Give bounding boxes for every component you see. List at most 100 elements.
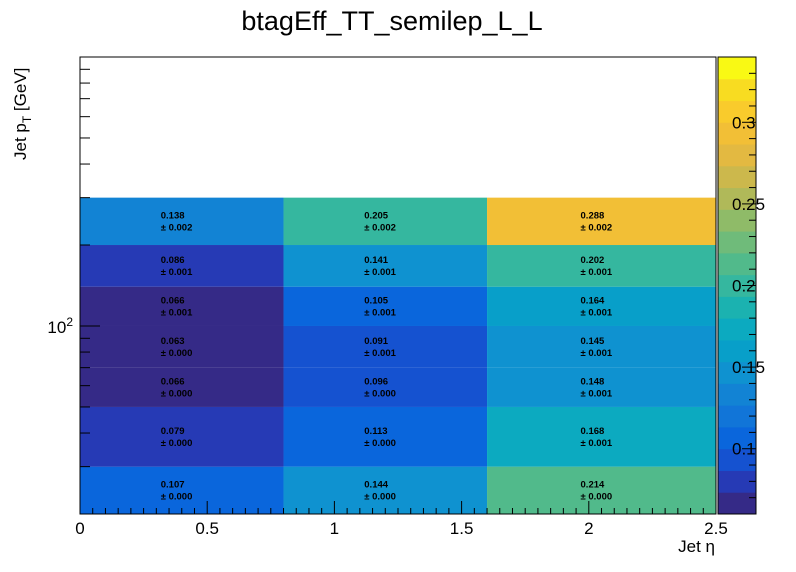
z-tick-label: 0.25 xyxy=(732,195,765,214)
color-scale-band xyxy=(718,339,756,363)
y-axis: 102 xyxy=(47,56,100,515)
color-scale-band xyxy=(718,78,756,102)
cell-error-label: ± 0.000 xyxy=(161,438,193,449)
color-scale-band xyxy=(718,165,756,189)
cell-error-label: ± 0.001 xyxy=(581,438,613,449)
color-scale-band xyxy=(718,274,756,297)
z-tick-label: 0.3 xyxy=(732,113,756,132)
x-axis: 0 0.5 1 1.5 2 2.5 xyxy=(75,501,728,538)
cell-value-label: 0.168 xyxy=(581,426,605,437)
heatmap-cell xyxy=(487,245,716,287)
cell-error-label: ± 0.001 xyxy=(364,348,396,359)
color-scale-band xyxy=(718,209,756,232)
z-tick-label: 0.15 xyxy=(732,358,765,377)
color-scale-bar xyxy=(718,57,756,515)
color-scale-band xyxy=(718,383,756,406)
heatmap-cell xyxy=(283,325,488,368)
cell-error-label: ± 0.001 xyxy=(364,267,396,278)
cell-error-label: ± 0.002 xyxy=(581,222,613,233)
cell-value-label: 0.145 xyxy=(581,336,605,347)
color-scale-band xyxy=(718,144,756,167)
heatmap-cells xyxy=(80,197,716,514)
cell-error-label: ± 0.001 xyxy=(581,388,613,399)
heatmap-cell xyxy=(487,466,716,514)
x-tick-label: 2 xyxy=(584,519,593,538)
cell-value-label: 0.107 xyxy=(161,479,185,490)
x-tick-label: 0 xyxy=(75,519,84,538)
cell-error-label: ± 0.000 xyxy=(161,491,193,502)
cell-value-label: 0.096 xyxy=(364,376,388,387)
cell-value-label: 0.091 xyxy=(364,336,388,347)
heatmap-cell xyxy=(80,325,284,368)
heatmap-cell xyxy=(80,466,284,514)
color-scale-band xyxy=(718,405,756,428)
heatmap-cell xyxy=(283,197,488,246)
cell-value-label: 0.066 xyxy=(161,295,185,306)
x-tick-label: 1 xyxy=(330,519,339,538)
heatmap-cell xyxy=(80,367,284,407)
heatmap-cell xyxy=(80,245,284,287)
cell-value-label: 0.214 xyxy=(581,479,605,490)
cell-value-label: 0.148 xyxy=(581,376,605,387)
cell-error-label: ± 0.001 xyxy=(581,307,613,318)
cell-value-label: 0.138 xyxy=(161,210,185,221)
heatmap-cell xyxy=(80,197,284,246)
color-scale-band xyxy=(718,57,756,80)
cell-value-label: 0.202 xyxy=(581,255,605,266)
x-tick-label: 1.5 xyxy=(450,519,474,538)
color-scale-band xyxy=(718,122,756,145)
z-tick-label: 0.2 xyxy=(732,277,756,296)
cell-error-label: ± 0.001 xyxy=(161,267,193,278)
cell-error-label: ± 0.002 xyxy=(364,222,396,233)
cell-value-label: 0.144 xyxy=(364,479,388,490)
color-scale-band xyxy=(718,492,756,515)
heatmap-cell xyxy=(283,286,488,326)
color-scale-axis: 0.1 0.15 0.2 0.25 0.3 xyxy=(732,56,765,499)
cell-error-label: ± 0.000 xyxy=(581,491,613,502)
cell-error-label: ± 0.001 xyxy=(581,267,613,278)
heatmap-cell xyxy=(283,406,488,467)
cell-value-label: 0.113 xyxy=(364,426,387,437)
cell-value-label: 0.205 xyxy=(364,210,388,221)
color-scale-band xyxy=(718,252,756,276)
heatmap-cell xyxy=(487,325,716,368)
color-scale-band xyxy=(718,296,756,319)
x-tick-label: 0.5 xyxy=(195,519,219,538)
heatmap-cell xyxy=(487,406,716,467)
color-scale-band xyxy=(718,231,756,254)
cell-error-label: ± 0.001 xyxy=(581,348,613,359)
z-tick-label: 0.1 xyxy=(732,440,756,459)
cell-value-label: 0.288 xyxy=(581,210,605,221)
color-scale-band xyxy=(718,470,756,493)
heatmap-cell xyxy=(283,245,488,287)
color-scale-band xyxy=(718,100,756,123)
cell-value-label: 0.086 xyxy=(161,255,185,266)
cell-value-label: 0.063 xyxy=(161,336,185,347)
heatmap-cell xyxy=(283,367,488,407)
cell-error-label: ± 0.002 xyxy=(161,222,193,233)
heatmap-cell xyxy=(80,406,284,467)
heatmap-cell xyxy=(283,466,488,514)
color-scale-band xyxy=(718,318,756,341)
chart-title: btagEff_TT_semilep_L_L xyxy=(241,6,542,36)
color-scale-band xyxy=(718,426,756,450)
heatmap-cell xyxy=(487,197,716,246)
heatmap-cell xyxy=(80,286,284,326)
cell-value-label: 0.141 xyxy=(364,255,388,266)
cell-error-label: ± 0.001 xyxy=(364,307,396,318)
cell-error-label: ± 0.001 xyxy=(161,307,193,318)
cell-error-label: ± 0.000 xyxy=(364,438,396,449)
cell-value-label: 0.164 xyxy=(581,295,605,306)
color-scale-band xyxy=(718,448,756,471)
cell-value-label: 0.066 xyxy=(161,376,185,387)
x-axis-label: Jet η xyxy=(678,537,715,556)
cell-error-label: ± 0.000 xyxy=(364,491,396,502)
cell-error-label: ± 0.000 xyxy=(161,348,193,359)
cell-value-label: 0.105 xyxy=(364,295,388,306)
cell-error-label: ± 0.000 xyxy=(364,388,396,399)
heatmap-cell xyxy=(487,367,716,407)
heatmap-cell xyxy=(487,286,716,326)
y-axis-label: Jet pT [GeV] xyxy=(11,68,34,160)
